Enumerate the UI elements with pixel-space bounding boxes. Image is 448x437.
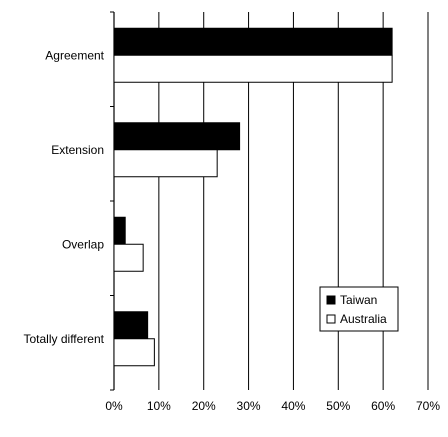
axes xyxy=(110,11,115,391)
x-tick-label-6: 60% xyxy=(371,399,395,413)
x-tick-labels: 0% 10% 20% 30% 40% 50% 60% 70% xyxy=(105,399,440,413)
legend-label-australia: Australia xyxy=(340,312,387,326)
x-tick-label-0: 0% xyxy=(105,399,123,413)
bar-australia-overlap xyxy=(113,243,144,272)
legend: Taiwan Australia xyxy=(319,286,399,332)
legend-swatch-taiwan xyxy=(326,295,336,305)
bar-australia-agreement xyxy=(113,54,393,83)
category-label-0: Agreement xyxy=(45,48,104,62)
category-labels: Agreement Extension Overlap Totally differe… xyxy=(24,48,105,346)
legend-box xyxy=(319,286,399,332)
category-label-3: Totally different xyxy=(24,332,105,346)
legend-swatch-australia xyxy=(326,314,336,324)
x-tick-label-7: 70% xyxy=(416,399,440,413)
bar-australia-extension xyxy=(113,149,218,178)
bar-taiwan-extension xyxy=(113,122,241,151)
bar-taiwan-agreement xyxy=(113,27,393,56)
bars xyxy=(113,27,393,367)
x-tick-label-5: 50% xyxy=(326,399,350,413)
bar-australia-totally-different xyxy=(113,338,155,367)
x-tick-label-2: 20% xyxy=(192,399,216,413)
legend-label-taiwan: Taiwan xyxy=(340,293,377,307)
bar-taiwan-overlap xyxy=(113,216,126,245)
category-label-2: Overlap xyxy=(62,237,104,251)
x-tick-label-3: 30% xyxy=(237,399,261,413)
category-label-1: Extension xyxy=(51,143,104,157)
bar-taiwan-totally-different xyxy=(113,311,149,340)
x-tick-label-4: 40% xyxy=(281,399,305,413)
x-tick-label-1: 10% xyxy=(147,399,171,413)
